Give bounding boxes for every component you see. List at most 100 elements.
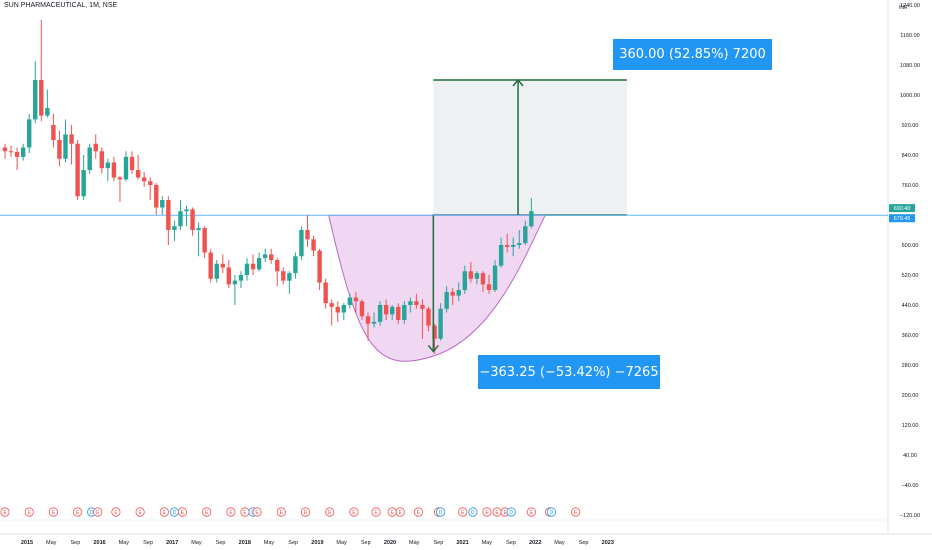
measure-up-label[interactable]: 360.00 (52.85%) 7200 [613, 39, 772, 70]
earnings-marker-icon[interactable]: E [240, 507, 250, 517]
dividend-marker-icon[interactable]: D [169, 507, 179, 517]
x-tick-label: 2015 [21, 540, 33, 546]
marker-circle [93, 507, 103, 517]
price-tag-bg [889, 214, 915, 223]
candle [105, 158, 111, 182]
candle-body [329, 303, 334, 307]
earnings-marker-icon[interactable]: E [300, 507, 311, 517]
y-tick-label: 40.00 [903, 453, 917, 459]
earnings-marker-icon[interactable]: E [159, 507, 169, 517]
earnings-marker-icon[interactable]: E [252, 507, 262, 517]
marker-letter: E [391, 510, 395, 516]
candle-body [196, 228, 201, 230]
candle [14, 147, 20, 170]
dividend-marker-icon[interactable]: D [546, 507, 557, 517]
marker-letter: E [138, 510, 142, 516]
candle [8, 145, 14, 157]
x-tick-label: 2019 [311, 540, 323, 546]
marker-letter: E [76, 510, 80, 516]
marker-letter: E [181, 510, 185, 516]
candle-body [299, 230, 304, 257]
earnings-marker-icon[interactable]: E [526, 507, 536, 517]
x-tick-label: Sep [361, 540, 371, 546]
marker-letter: E [399, 510, 403, 516]
earnings-marker-icon[interactable]: E [325, 507, 335, 517]
marker-letter: E [352, 510, 356, 516]
dividend-marker-icon[interactable]: D [506, 507, 516, 517]
y-tick-label: 1000.00 [900, 93, 920, 99]
currency-label: INR [899, 5, 908, 11]
candle-body [244, 263, 250, 275]
candle [262, 248, 268, 262]
earnings-marker-icon[interactable]: E [349, 507, 359, 517]
measure-down-label[interactable]: −363.25 (−53.42%) −7265 [478, 355, 660, 389]
candle-body [232, 280, 238, 285]
candle [432, 323, 437, 354]
earnings-marker-icon[interactable]: E [482, 507, 492, 517]
x-tick-label: May [264, 540, 275, 546]
earnings-marker-icon[interactable]: E [73, 507, 83, 517]
y-axis[interactable]: 1240.00 1160.00 1080.00 1000.00 920.00 840.00… [889, 3, 920, 519]
earnings-marker-icon[interactable]: E [0, 507, 10, 517]
candle [323, 278, 328, 309]
candle-body [450, 291, 455, 296]
candle-body [8, 151, 14, 153]
earnings-marker-icon[interactable]: E [93, 507, 103, 517]
candle [178, 200, 183, 230]
earnings-marker-icon[interactable]: E [177, 507, 188, 517]
marker-circle [325, 507, 335, 517]
x-tick-label: May [336, 540, 347, 546]
candle [39, 20, 44, 122]
y-tick-label: 840.00 [902, 153, 919, 159]
candle [148, 177, 153, 200]
candle [450, 288, 455, 305]
candle-body [492, 265, 498, 290]
x-tick-label: 2021 [456, 540, 468, 546]
earnings-marker-icon[interactable]: E [571, 507, 581, 517]
earnings-marker-icon[interactable]: E [276, 507, 286, 517]
x-axis[interactable]: 2015 May Sep 2016 May Sep 2017 May Sep 2018 May Sep… [21, 540, 614, 546]
x-tick-label: 2023 [602, 540, 614, 546]
candle [135, 155, 141, 180]
candle-body [178, 211, 183, 227]
candle [129, 151, 135, 174]
candle-body [396, 306, 401, 320]
earnings-marker-icon[interactable]: E [458, 507, 468, 517]
earnings-marker-icon[interactable]: E [226, 507, 236, 517]
marker-letter: D [509, 510, 513, 516]
earnings-marker-icon[interactable]: E [135, 507, 145, 517]
price-tag-value: 679.45 [894, 216, 911, 222]
earnings-marker-icon[interactable]: E [48, 507, 59, 517]
earnings-marker-icon[interactable]: E [111, 507, 121, 517]
earnings-marker-icon[interactable]: E [413, 507, 424, 517]
marker-letter: E [503, 510, 507, 516]
marker-letter: E [229, 510, 233, 516]
candle [166, 196, 171, 245]
earnings-marker-icon[interactable]: E [24, 507, 34, 517]
earnings-marker-icon[interactable]: E [492, 507, 502, 517]
earnings-marker-icon[interactable]: E [395, 507, 405, 517]
candle [226, 260, 232, 289]
dividend-marker-icon[interactable]: D [468, 507, 478, 517]
candle-body [69, 134, 74, 144]
candle [317, 248, 322, 290]
marker-letter: E [417, 510, 421, 516]
earnings-marker-icon[interactable]: E [202, 507, 212, 517]
dividend-marker-icon[interactable]: D [435, 507, 446, 517]
earnings-marker-icon[interactable]: E [387, 507, 397, 517]
earnings-marker-icon[interactable]: E [371, 507, 381, 517]
candle-body [262, 254, 268, 259]
candle [172, 220, 177, 242]
candle-body [135, 170, 141, 178]
candle [160, 196, 165, 215]
candle-body [250, 263, 256, 270]
candle-body [256, 258, 262, 270]
arrow-up-icon [512, 78, 524, 87]
y-tick-label: 1240.00 [900, 3, 920, 9]
marker-letter: E [461, 510, 465, 516]
marker-circle [48, 507, 59, 517]
chart-title: SUN PHARMACEUTICAL, 1M, NSE [4, 2, 118, 9]
marker-circle [276, 507, 286, 517]
candle-body [275, 260, 280, 272]
